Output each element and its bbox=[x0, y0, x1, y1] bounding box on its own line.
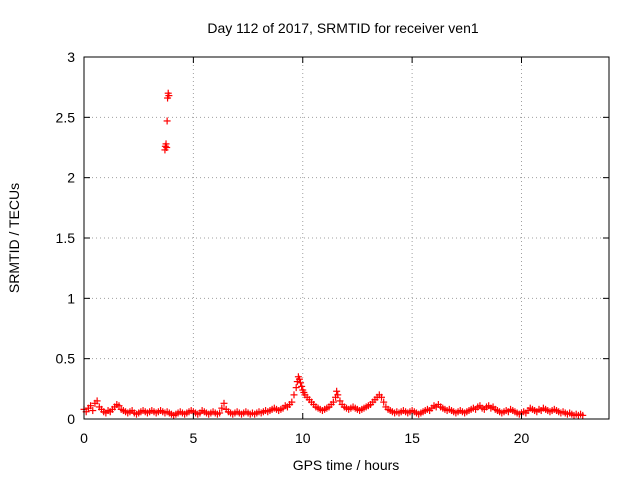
data-point bbox=[378, 393, 385, 401]
y-tick-label: 1.5 bbox=[56, 230, 76, 246]
data-point bbox=[220, 399, 228, 407]
x-tick-label: 0 bbox=[80, 430, 88, 446]
plot-frame bbox=[83, 56, 610, 420]
data-point bbox=[87, 402, 95, 410]
x-tick-labels: 0 5 10 15 20 bbox=[80, 430, 529, 446]
y-tick-label: 2.5 bbox=[56, 109, 76, 125]
data-points bbox=[80, 89, 587, 419]
y-tick-label: 0.5 bbox=[56, 351, 76, 367]
data-point bbox=[89, 407, 97, 415]
data-point bbox=[297, 379, 305, 387]
x-tick-label: 20 bbox=[514, 430, 530, 446]
axis-ticks bbox=[83, 56, 609, 420]
y-axis-label: SRMTID / TECUs bbox=[6, 183, 22, 293]
data-point bbox=[163, 144, 171, 151]
data-point bbox=[329, 398, 337, 406]
data-point bbox=[115, 402, 123, 410]
data-point bbox=[216, 409, 224, 417]
x-axis-label: GPS time / hours bbox=[293, 457, 400, 473]
chart-title: Day 112 of 2017, SRMTID for receiver ven… bbox=[207, 20, 479, 36]
y-tick-label: 3 bbox=[67, 49, 75, 65]
x-tick-label: 10 bbox=[295, 430, 311, 446]
data-point bbox=[165, 92, 173, 100]
grid-lines bbox=[84, 57, 609, 419]
data-point bbox=[298, 382, 306, 390]
data-point bbox=[333, 387, 341, 395]
data-point bbox=[334, 391, 342, 399]
y-tick-label: 2 bbox=[67, 170, 75, 186]
y-tick-label: 0 bbox=[67, 411, 75, 427]
y-tick-labels: 0 0.5 1 1.5 2 2.5 3 bbox=[56, 49, 76, 427]
x-tick-label: 15 bbox=[404, 430, 420, 446]
data-point bbox=[336, 397, 344, 405]
data-point bbox=[579, 411, 587, 419]
data-point bbox=[295, 375, 303, 383]
data-point bbox=[292, 384, 300, 392]
data-point bbox=[288, 398, 296, 406]
data-point bbox=[163, 117, 171, 125]
y-tick-label: 1 bbox=[67, 290, 75, 306]
data-point bbox=[380, 398, 388, 406]
data-point bbox=[290, 391, 298, 399]
data-point bbox=[93, 397, 101, 405]
data-point bbox=[218, 404, 226, 412]
data-point bbox=[162, 140, 170, 148]
x-tick-label: 5 bbox=[189, 430, 197, 446]
